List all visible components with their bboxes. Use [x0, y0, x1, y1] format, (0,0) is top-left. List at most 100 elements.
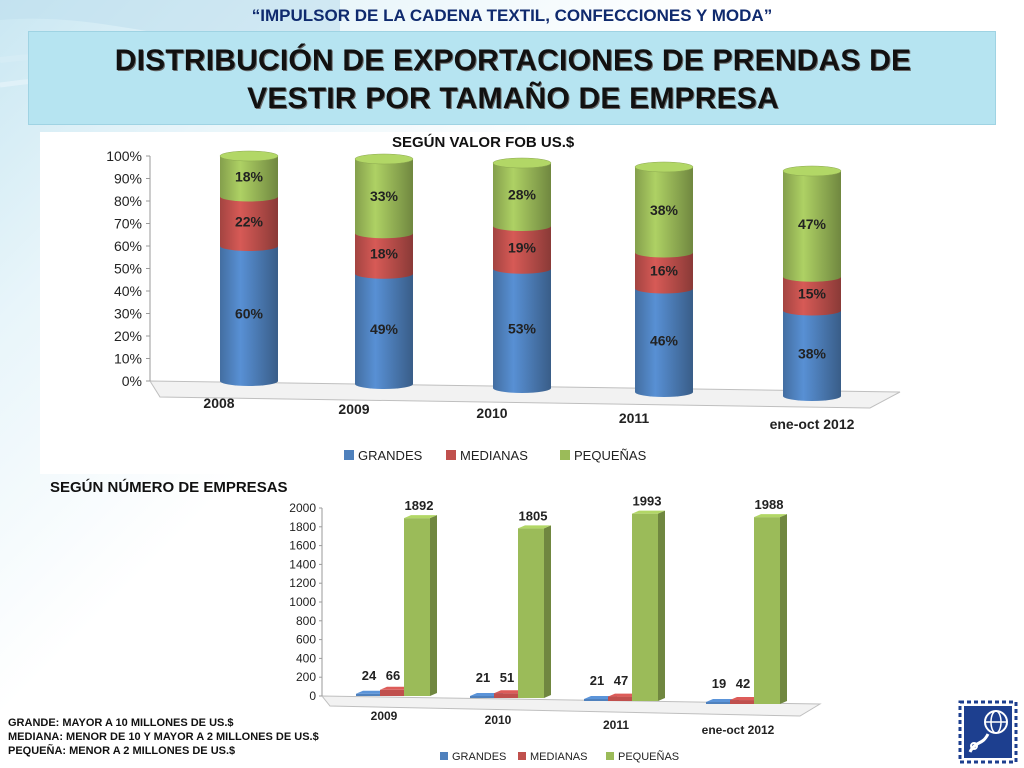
chart-empresas-data-label-grandes: 24: [362, 668, 377, 683]
chart-empresas-legend-swatch-grandes: [440, 752, 448, 760]
chart-empresas-bar-side-pequenas: [658, 510, 665, 701]
chart-fob-bar-medianas: [783, 276, 841, 316]
chart-empresas-y-tick-label: 1000: [289, 595, 316, 609]
chart-fob-y-tick-label: 80%: [114, 193, 142, 209]
chart-fob-legend-swatch-medianas: [446, 450, 456, 460]
chart-empresas-y-tick-label: 0: [309, 689, 316, 703]
chart-empresas-legend-swatch-medianas: [518, 752, 526, 760]
chart-fob-bar-medianas: [220, 196, 278, 251]
chart-fob-y-tick-label: 30%: [114, 306, 142, 322]
chart-empresas-bar-side-pequenas: [544, 525, 551, 698]
chart-empresas-category-label: 2011: [603, 718, 629, 732]
chart-empresas-y-tick-label: 800: [296, 614, 316, 628]
chart-fob-category-label: 2011: [619, 410, 650, 426]
chart-fob-legend-label-grandes: GRANDES: [358, 448, 423, 463]
chart-empresas-y-tick-label: 2000: [289, 501, 316, 515]
chart-fob-data-label-pequenas: 33%: [370, 188, 399, 204]
chart-fob-data-label-grandes: 38%: [798, 345, 827, 361]
chart-empresas-bar-grandes: [356, 693, 382, 696]
chart-empresas-bar-medianas: [380, 689, 406, 696]
chart-empresas-bar-top-pequenas: [754, 514, 787, 518]
chart-fob-bar-pequenas: [493, 163, 551, 231]
chart-fob-data-label-pequenas: 18%: [235, 168, 264, 184]
chart-fob-data-label-medianas: 22%: [235, 213, 264, 229]
header-subtitle: “IMPULSOR DE LA CADENA TEXTIL, CONFECCIO…: [251, 6, 773, 25]
chart-empresas-bar-medianas: [730, 700, 756, 704]
chart-fob-bar-pequenas: [635, 167, 693, 258]
chart-empresas-y-tick-label: 1600: [289, 539, 316, 553]
chart-empresas-y-tick-label: 600: [296, 633, 316, 647]
chart-empresas-bar-grandes: [706, 702, 732, 704]
chart-fob-data-label-pequenas: 47%: [798, 216, 827, 232]
chart-empresas-data-label-medianas: 47: [614, 673, 628, 688]
chart-empresas-data-label-pequenas: 1988: [755, 497, 784, 512]
chart-fob-bar-grandes: [355, 273, 413, 389]
chart-empresas-data-label-medianas: 66: [386, 668, 400, 683]
chart-empresas-bar-medianas: [494, 693, 520, 698]
chart-fob-bar-top: [354, 153, 414, 165]
title-banner: DISTRIBUCIÓN DE EXPORTACIONES DE PRENDAS…: [28, 31, 996, 125]
chart-empresas-bar-top-pequenas: [518, 525, 551, 529]
chart-empresas-data-label-pequenas: 1805: [519, 508, 548, 523]
chart-fob-data-label-grandes: 46%: [650, 332, 679, 348]
chart-fob-data-label-medianas: 19%: [508, 239, 537, 255]
chart-fob-y-tick-label: 100%: [106, 148, 142, 164]
chart-fob-bar-medianas: [635, 252, 693, 294]
chart-fob-bar-top: [219, 150, 279, 162]
chart-fob-legend-swatch-grandes: [344, 450, 354, 460]
chart-fob-y-tick-label: 0%: [122, 373, 142, 389]
chart-empresas-category-label: 2009: [371, 709, 398, 723]
chart-fob-data-label-pequenas: 28%: [508, 187, 537, 203]
chart-empresas-legend-label-grandes: GRANDES: [452, 751, 506, 763]
chart-fob-data-label-grandes: 60%: [235, 306, 264, 322]
definition-mediana: MEDIANA: MENOR DE 10 Y MAYOR A 2 MILLONE…: [8, 731, 319, 743]
chart-fob-bar-grandes: [783, 310, 841, 401]
chart-fob-y-tick-label: 70%: [114, 216, 142, 232]
chart-fob-category-label: ene-oct 2012: [770, 416, 855, 432]
definition-pequena: PEQUEÑA: MENOR A 2 MILLONES DE US.$: [8, 745, 236, 757]
chart-fob-legend-label-pequenas: PEQUEÑAS: [574, 448, 647, 463]
chart-empresas-y-tick-label: 1200: [289, 576, 316, 590]
definition-grande: GRANDE: MAYOR A 10 MILLONES DE US.$: [8, 717, 234, 729]
chart-empresas-bar-side-pequenas: [780, 514, 787, 704]
chart-empresas-y-tick-label: 1400: [289, 557, 316, 571]
chart-empresas-data-label-medianas: 42: [736, 676, 750, 691]
chart-empresas-data-label-pequenas: 1892: [405, 498, 434, 513]
chart-fob-bar-medianas: [493, 226, 551, 274]
chart-empresas-data-label-grandes: 19: [712, 676, 726, 691]
chart-fob-bar-medianas: [355, 233, 413, 279]
chart-fob-bar-top: [782, 165, 842, 177]
chart-empresas-bar-top-pequenas: [404, 515, 437, 519]
chart-fob-legend-swatch-pequenas: [560, 450, 570, 460]
chart-fob-y-tick-label: 10%: [114, 351, 142, 367]
chart-fob-legend-label-medianas: MEDIANAS: [460, 448, 528, 463]
chart-empresas-y-tick-label: 200: [296, 670, 316, 684]
chart-fob-title: SEGÚN VALOR FOB US.$: [392, 134, 575, 151]
chart-empresas-y-tick-label: 400: [296, 651, 316, 665]
page-title-line2: VESTIR POR TAMAÑO DE EMPRESA: [247, 82, 779, 115]
chart-empresas-bar-pequenas: [404, 518, 430, 696]
chart-fob-y-tick-label: 20%: [114, 328, 142, 344]
chart-fob-y-tick-label: 90%: [114, 171, 142, 187]
page-title-line1: DISTRIBUCIÓN DE EXPORTACIONES DE PRENDAS…: [114, 44, 912, 77]
chart-fob-y-tick-label: 60%: [114, 238, 142, 254]
chart-fob-data-label-medianas: 18%: [370, 246, 399, 262]
page-title: DISTRIBUCIÓN DE EXPORTACIONES DE PRENDAS…: [29, 42, 997, 118]
chart-empresas-data-label-grandes: 21: [476, 670, 490, 685]
chart-fob-bar-pequenas: [783, 171, 841, 282]
chart-empresas-category-label: ene-oct 2012: [702, 723, 775, 737]
chart-fob-category-label: 2010: [476, 405, 507, 421]
chart-empresas-bar-side-pequenas: [430, 515, 437, 696]
chart-fob-data-label-pequenas: 38%: [650, 202, 679, 218]
chart-fob-y-tick-label: 50%: [114, 261, 142, 277]
chart-empresas-bar-pequenas: [754, 517, 780, 704]
chart-fob-bar-pequenas: [355, 159, 413, 239]
chart-fob-bar-top: [634, 161, 694, 173]
size-definitions: GRANDE: MAYOR A 10 MILLONES DE US.$ MEDI…: [8, 716, 319, 758]
chart-fob-data-label-medianas: 16%: [650, 263, 679, 279]
chart-fob-bar-pequenas: [220, 156, 278, 202]
chart-empresas-bar-grandes: [584, 699, 610, 701]
chart-empresas-bar-pequenas: [632, 513, 658, 701]
chart-empresas-data-label-medianas: 51: [500, 670, 514, 685]
